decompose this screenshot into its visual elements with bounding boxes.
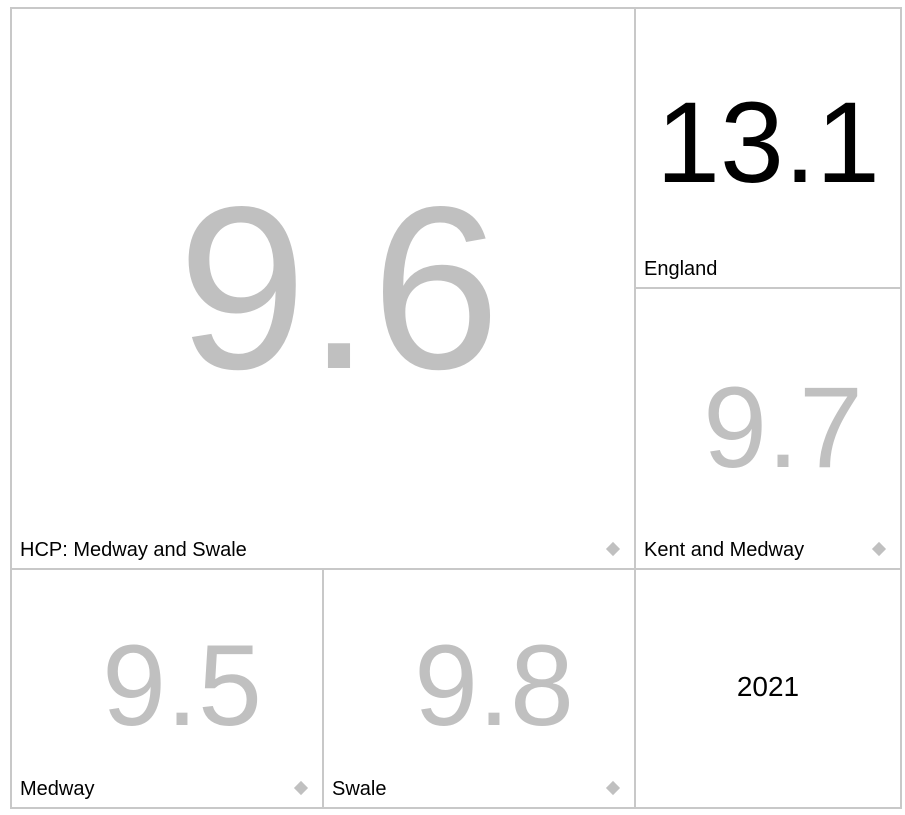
kpi-card[interactable]: 9.5 Medway	[10, 568, 324, 809]
year-card: 2021	[634, 568, 902, 809]
kpi-label: Kent and Medway	[644, 539, 805, 561]
kpi-value: 9.7	[703, 364, 863, 492]
kpi-label: HCP: Medway and Swale	[20, 539, 247, 561]
year-text: 2021	[736, 670, 800, 702]
kpi-label: England	[644, 258, 718, 280]
kpi-card[interactable]: 9.7 Kent and Medway	[634, 287, 902, 570]
kpi-card[interactable]: 9.6 HCP: Medway and Swale	[10, 7, 636, 570]
kpi-label: Medway	[20, 778, 95, 800]
kpi-value: 9.8	[414, 622, 574, 750]
kpi-value: 9.6	[177, 158, 501, 418]
kpi-value: 9.5	[102, 622, 262, 750]
kpi-card[interactable]: 9.8 Swale	[322, 568, 636, 809]
kpi-label: Swale	[332, 778, 387, 800]
kpi-value: 13.1	[656, 78, 880, 207]
kpi-card[interactable]: 13.1 England	[634, 7, 902, 289]
